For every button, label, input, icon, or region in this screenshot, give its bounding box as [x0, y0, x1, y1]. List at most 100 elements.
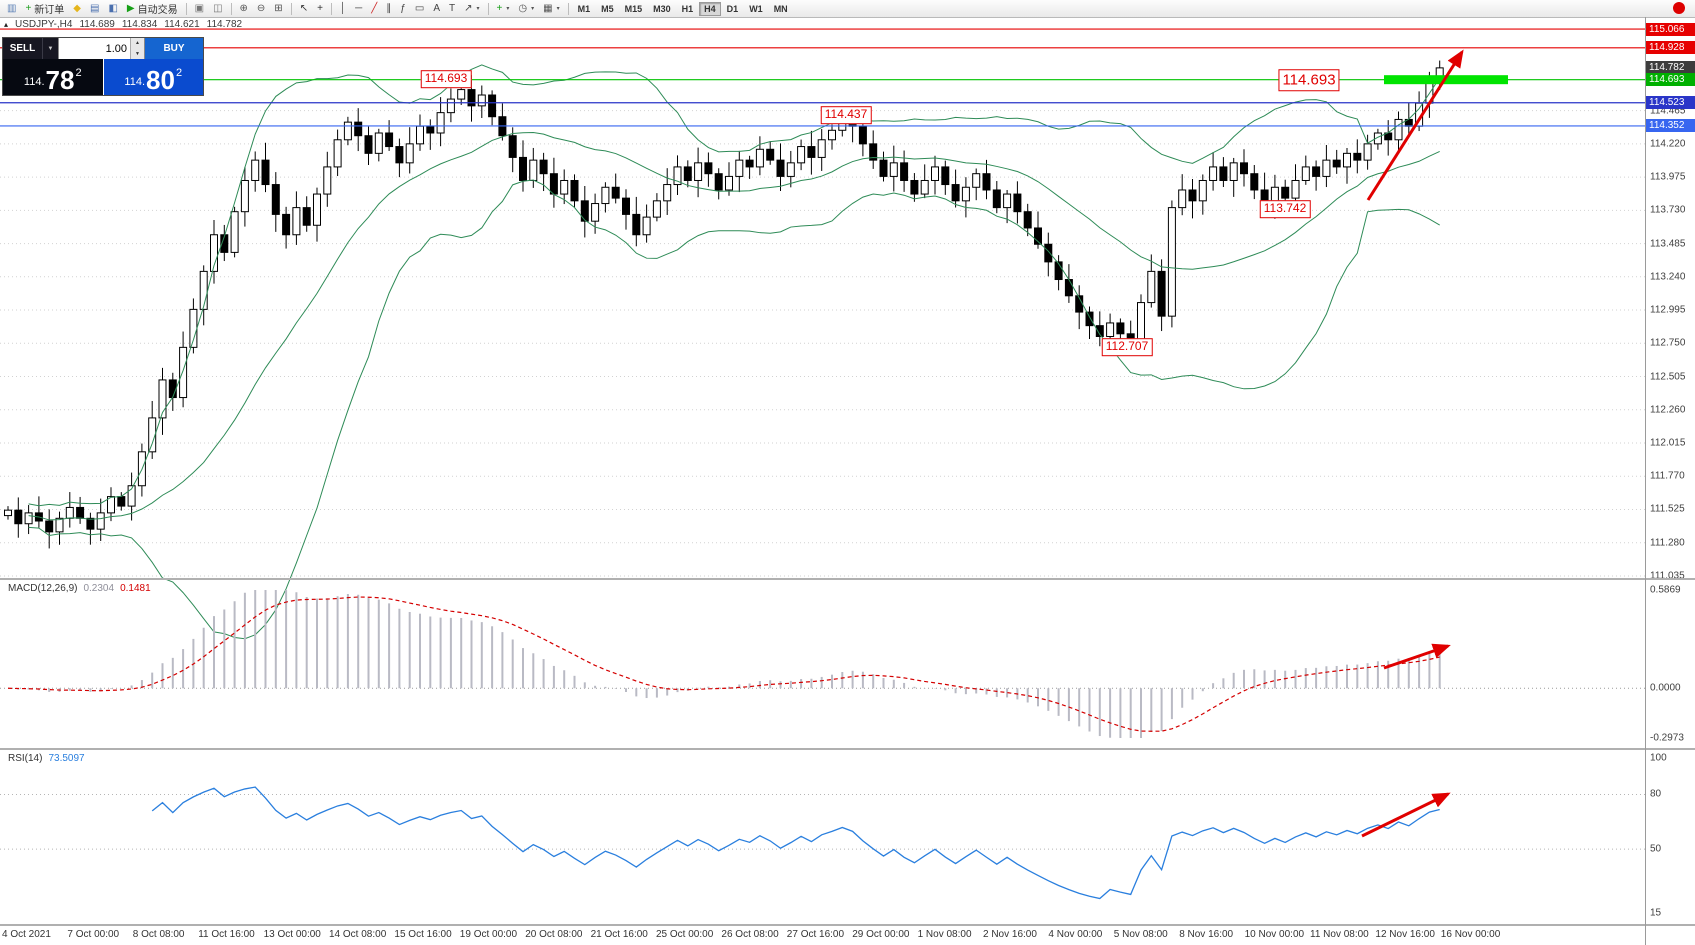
volume-down-icon[interactable]: ▼	[131, 48, 144, 59]
panel-separator[interactable]	[0, 578, 1695, 580]
one-click-trading-panel: SELL ▼ ▲ ▼ BUY 114.782 114.802	[2, 37, 204, 96]
candle-body	[951, 184, 960, 202]
candle-body	[1260, 189, 1269, 205]
candle-body	[941, 166, 950, 186]
volume-up-icon[interactable]: ▲	[131, 38, 144, 49]
panel-separator[interactable]	[0, 748, 1695, 750]
sell-dropdown-icon[interactable]: ▼	[43, 38, 58, 59]
market-watch-button[interactable]: ▤	[86, 1, 103, 16]
tile-windows-button[interactable]: ◫	[209, 1, 226, 16]
sell-price[interactable]: 114. 78 2	[3, 59, 103, 95]
volume-input[interactable]	[59, 38, 130, 59]
candle-body	[1209, 166, 1218, 181]
candle-body	[683, 166, 692, 181]
candle-body	[1034, 227, 1042, 245]
buy-price-sup: 2	[175, 67, 183, 79]
new-order-button[interactable]: + 新订单	[21, 1, 68, 16]
symbol-period-label: USDJPY-,H4	[15, 19, 73, 30]
candle-body	[96, 512, 105, 530]
tile-grid-icon: ⊞	[274, 2, 283, 14]
trendline-button[interactable]: ╱	[367, 1, 381, 16]
candle-body	[230, 211, 239, 253]
candle-body	[1126, 333, 1135, 344]
candle-body	[549, 173, 558, 195]
fibonacci-button[interactable]: ƒ	[396, 1, 410, 16]
navigator-button[interactable]: ◧	[104, 1, 121, 16]
trend-arrow-main[interactable]	[1366, 49, 1464, 201]
candle-body	[1147, 270, 1156, 304]
candle-body	[735, 159, 744, 177]
arrows-button[interactable]: ↗ ▾	[460, 1, 483, 16]
candle-body	[889, 162, 898, 177]
equidistant-channel-button[interactable]: ∥	[382, 1, 395, 16]
candle-body	[725, 175, 733, 191]
candle-body	[426, 125, 435, 134]
cursor-button[interactable]: ↖	[296, 1, 312, 16]
candle-body	[467, 89, 476, 107]
candle-body	[910, 179, 919, 195]
candle-body	[508, 135, 517, 158]
timeframe-d1-button[interactable]: D1	[722, 2, 744, 16]
metaeditor-button[interactable]: ◆	[69, 1, 85, 16]
candle-body	[1394, 118, 1403, 141]
new-order-label: 新订单	[34, 5, 65, 16]
timeframe-mn-button[interactable]: MN	[769, 2, 793, 16]
sell-price-prefix: 114.	[23, 76, 45, 88]
candle-body	[1023, 211, 1032, 229]
timeframe-m5-button[interactable]: M5	[596, 2, 619, 16]
cascade-windows-button[interactable]: ▣	[191, 1, 208, 16]
toolbar-separator	[487, 2, 489, 15]
buy-button[interactable]: BUY	[145, 38, 203, 59]
sell-price-big: 78	[45, 65, 75, 95]
equidistant-channel-icon: ∥	[386, 2, 392, 14]
candle-body	[745, 159, 754, 168]
candle-body	[1250, 173, 1259, 191]
tile-grid-button[interactable]: ⊞	[270, 1, 286, 16]
new-chart-button[interactable]: ▥	[3, 1, 20, 16]
text-label-button[interactable]: T	[445, 1, 459, 16]
timeframe-m30-button[interactable]: M30	[648, 2, 676, 16]
sell-price-sup: 2	[75, 67, 82, 79]
low-value: 114.621	[164, 19, 200, 30]
zoom-in-button[interactable]: ⊕	[236, 1, 252, 16]
timeframe-w1-button[interactable]: W1	[744, 2, 768, 16]
navigator-icon: ◧	[108, 2, 118, 14]
buy-price-prefix: 114.	[124, 76, 146, 88]
candle-body	[797, 146, 806, 164]
auto-trading-icon: ▶	[126, 2, 135, 14]
high-value: 114.834	[121, 19, 158, 30]
candle-body	[436, 112, 445, 134]
timeframe-h4-button[interactable]: H4	[699, 1, 721, 16]
crosshair-button[interactable]: +	[313, 1, 327, 16]
timeframe-m1-button[interactable]: M1	[573, 2, 596, 16]
indicators-button[interactable]: + ▾	[493, 1, 514, 16]
trend-arrow-macd[interactable]	[1383, 643, 1451, 670]
candle-body	[354, 121, 363, 137]
horizontal-line-button[interactable]: ─	[351, 1, 366, 16]
periods-icon: ◷	[518, 2, 528, 14]
templates-button[interactable]: ▦ ▾	[539, 1, 563, 16]
text-button[interactable]: A	[429, 1, 444, 16]
timeframe-m15-button[interactable]: M15	[620, 2, 648, 16]
candle-body	[529, 159, 538, 181]
candle-body	[1219, 166, 1228, 181]
auto-trading-button[interactable]: ▶ 自动交易	[123, 1, 182, 16]
candle-body	[766, 148, 775, 161]
candle-body	[900, 162, 909, 181]
candle-body	[1054, 261, 1063, 281]
zoom-out-button[interactable]: ⊖	[253, 1, 269, 16]
trend-arrow-rsi[interactable]	[1361, 792, 1451, 838]
shapes-button[interactable]: ▭	[411, 1, 428, 16]
sell-button[interactable]: SELL	[3, 38, 43, 59]
candle-body	[1353, 152, 1362, 161]
periods-button[interactable]: ◷ ▾	[514, 1, 538, 16]
collapse-panel-icon[interactable]: ▴	[4, 20, 9, 29]
candle-body	[199, 270, 208, 310]
vertical-line-button[interactable]: │	[336, 1, 350, 16]
buy-price[interactable]: 114. 80 2	[102, 59, 203, 95]
timeframe-h1-button[interactable]: H1	[677, 2, 699, 16]
market-watch-icon: ▤	[90, 2, 100, 14]
auto-trading-label: 自动交易	[137, 5, 178, 16]
candle-body	[1198, 179, 1207, 202]
